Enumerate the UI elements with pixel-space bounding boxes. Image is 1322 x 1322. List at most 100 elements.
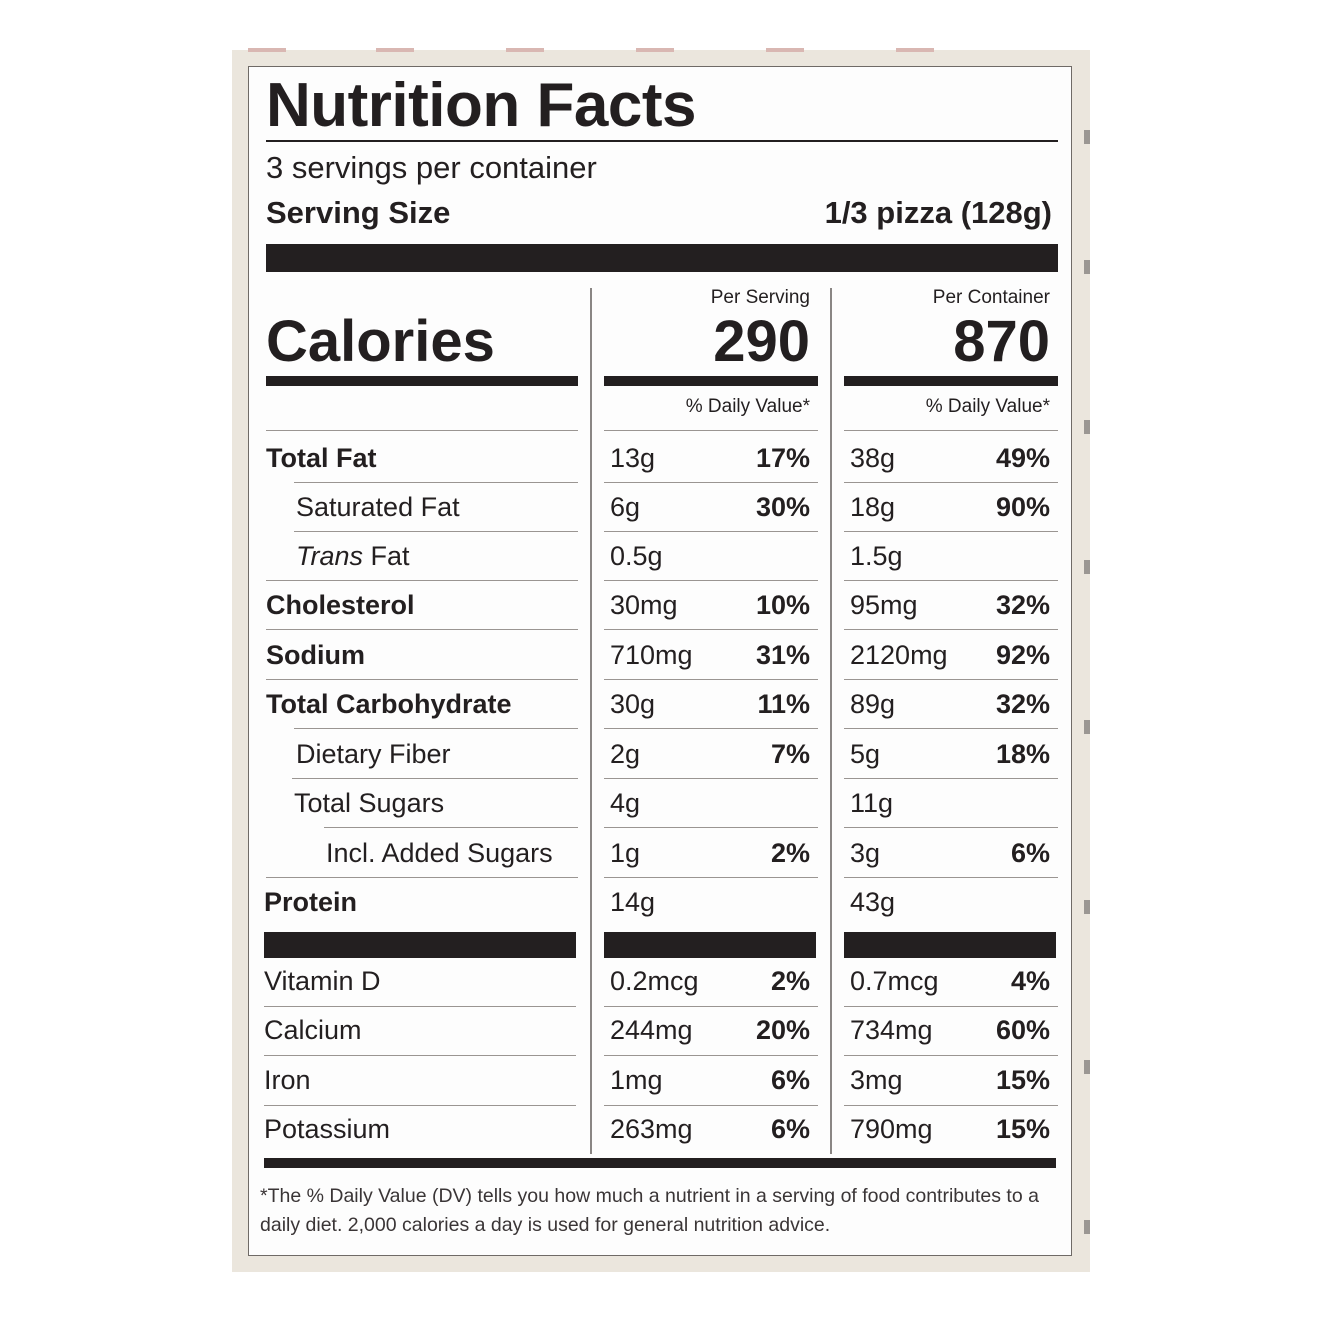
footnote: *The % Daily Value (DV) tells you how mu… [260, 1185, 1039, 1236]
amount-per-serving: 30g [610, 689, 656, 719]
row-divider [604, 629, 818, 630]
side-print-fragment [1084, 420, 1090, 434]
side-print-fragment [1084, 720, 1090, 734]
row-divider [294, 482, 578, 483]
row-divider [264, 1105, 576, 1106]
side-print-fragment [1084, 260, 1090, 274]
nutrient-name: Protein [264, 887, 358, 917]
calories-label: Calories [266, 309, 495, 374]
row-divider [266, 877, 578, 878]
dv-per-serving: 31% [755, 640, 810, 670]
amount-per-container: 1.5g [850, 541, 903, 571]
amount-per-container: 3g [850, 838, 881, 868]
calories-bar [266, 376, 578, 386]
amount-per-container: 95mg [850, 590, 918, 620]
row-divider [266, 629, 578, 630]
side-print-fragment [1084, 560, 1090, 574]
row-divider [844, 877, 1058, 878]
amount-per-container: 2120mg [850, 640, 948, 670]
row-divider [604, 827, 818, 828]
dv-per-serving: 7% [770, 739, 810, 769]
nutrient-name: Total Carbohydrate [266, 689, 512, 719]
daily-value-header: % Daily Value* [925, 396, 1050, 417]
nutrient-name-italic: Trans [296, 541, 364, 571]
calories-bar [844, 376, 1058, 386]
row-divider [604, 728, 818, 729]
row-divider [324, 827, 578, 828]
dv-per-container: 32% [995, 590, 1050, 620]
red-dash-mark [506, 48, 544, 52]
dv-per-container: 15% [995, 1065, 1050, 1095]
column-separator [590, 288, 592, 1154]
nutrient-name: Dietary Fiber [296, 739, 451, 769]
row-divider [604, 877, 818, 878]
per-serving-header: Per Serving [710, 287, 810, 308]
row-divider [844, 778, 1058, 779]
row-divider [294, 728, 578, 729]
row-divider [844, 1105, 1058, 1106]
red-dash-mark [766, 48, 804, 52]
divider [266, 140, 1058, 142]
column-separator [830, 288, 832, 1154]
thick-bar [264, 932, 576, 958]
dv-per-serving: 2% [770, 838, 810, 868]
red-dash-mark [376, 48, 414, 52]
row-divider [604, 430, 818, 431]
serving-size-label: Serving Size [266, 195, 451, 230]
amount-per-serving: 1g [610, 838, 641, 868]
row-divider [604, 531, 818, 532]
row-divider [604, 679, 818, 680]
dv-per-container: 15% [995, 1114, 1050, 1144]
serving-size-value: 1/3 pizza (128g) [824, 195, 1052, 230]
amount-per-container: 89g [850, 689, 896, 719]
side-print-fragment [1084, 130, 1090, 144]
row-divider [604, 1006, 818, 1007]
dv-per-serving: 20% [755, 1015, 810, 1045]
nutrient-name: Saturated Fat [296, 492, 460, 522]
amount-per-serving: 2g [610, 739, 641, 769]
daily-value-header: % Daily Value* [685, 396, 810, 417]
amount-per-container: 18g [850, 492, 896, 522]
row-divider [844, 482, 1058, 483]
dv-per-serving: 11% [757, 689, 810, 719]
side-print-fragment [1084, 1220, 1090, 1234]
nutrition-facts-title: Nutrition Facts [266, 71, 696, 140]
amount-per-serving: 0.5g [610, 541, 663, 571]
amount-per-serving: 4g [610, 788, 641, 818]
side-print-fragment [1084, 1060, 1090, 1074]
amount-per-container: 790mg [850, 1114, 933, 1144]
thick-bar [604, 932, 816, 958]
bottom-bar [264, 1158, 1056, 1168]
calories-bar [604, 376, 818, 386]
side-print-fragment [1084, 900, 1090, 914]
dv-per-container: 92% [995, 640, 1050, 670]
nutrient-name: Total Fat [266, 443, 377, 473]
dv-per-serving: 10% [755, 590, 810, 620]
row-divider [266, 679, 578, 680]
red-dash-mark [636, 48, 674, 52]
row-divider [266, 430, 578, 431]
thick-bar [844, 932, 1056, 958]
amount-per-serving: 244mg [610, 1015, 693, 1045]
dv-per-container: 4% [1010, 966, 1050, 996]
amount-per-container: 3mg [850, 1065, 903, 1095]
row-divider [266, 580, 578, 581]
nutrient-name: Trans Fat [296, 541, 410, 572]
row-divider [264, 1055, 576, 1056]
row-divider [844, 827, 1058, 828]
amount-per-container: 734mg [850, 1015, 933, 1045]
row-divider [844, 430, 1058, 431]
row-divider [604, 580, 818, 581]
row-divider [604, 482, 818, 483]
amount-per-serving: 1mg [610, 1065, 663, 1095]
row-divider [844, 1006, 1058, 1007]
row-divider [604, 1105, 818, 1106]
nutrient-name: Sodium [266, 640, 365, 670]
servings-per-container: 3 servings per container [266, 150, 597, 185]
amount-per-serving: 13g [610, 443, 656, 473]
red-dash-mark [248, 48, 286, 52]
vitamin-name: Vitamin D [264, 966, 381, 996]
amount-per-container: 11g [850, 788, 894, 818]
thick-bar [266, 244, 1058, 272]
amount-per-container: 5g [850, 739, 881, 769]
